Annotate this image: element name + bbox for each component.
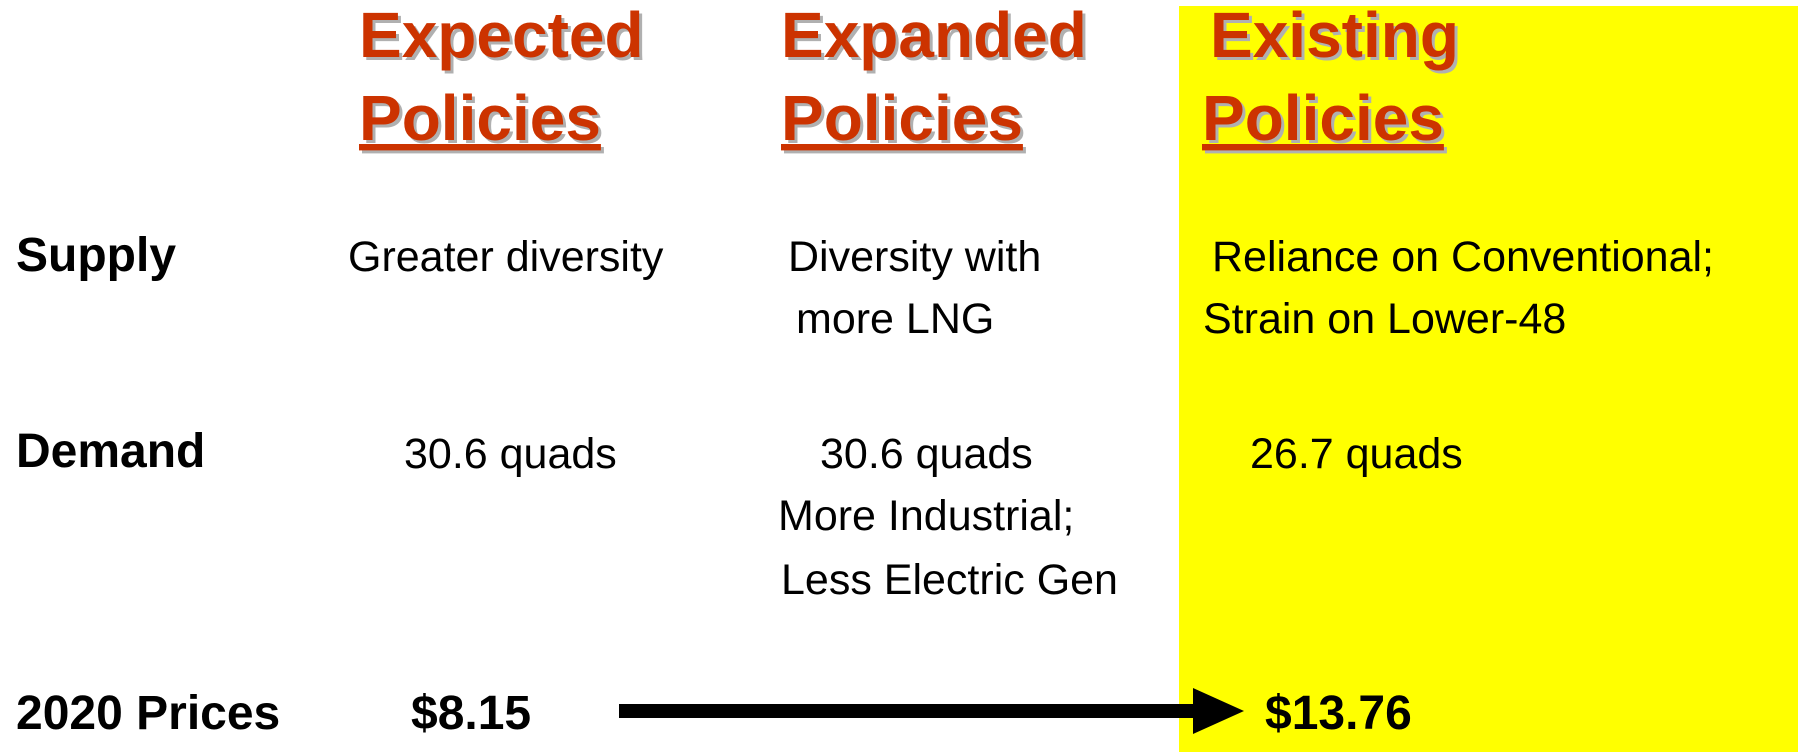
arrow-shaft <box>619 704 1197 718</box>
row-label: 2020 Prices <box>16 687 280 740</box>
cell-text: 30.6 quads <box>820 430 1033 478</box>
row-label: Supply <box>16 229 176 282</box>
header-shadow: Policies <box>1205 85 1447 157</box>
column-header: Expected <box>359 0 644 71</box>
cell-text: Greater diversity <box>348 233 664 281</box>
cell-text: Reliance on Conventional; <box>1212 233 1714 281</box>
price: $13.76 <box>1265 687 1412 740</box>
column-header: Existing <box>1210 0 1459 71</box>
highlight-column <box>1179 6 1798 752</box>
column-header: Policies <box>781 82 1023 154</box>
header-shadow: Policies <box>362 85 604 157</box>
supply-row: Supply Greater diversity Diversity with … <box>16 229 1714 343</box>
cell-text: more LNG <box>796 295 994 343</box>
header-shadow: Existing <box>1213 2 1462 74</box>
header-shadow: Policies <box>784 85 1026 157</box>
cell-text: Diversity with <box>788 233 1041 281</box>
cell-text: 30.6 quads <box>404 430 617 478</box>
column-header: Expanded <box>781 0 1087 71</box>
arrow-head <box>1193 688 1244 734</box>
cell-text: Strain on Lower-48 <box>1203 295 1566 343</box>
column-headers: Expected Expected Policies Policies Expa… <box>359 0 1462 157</box>
column-header: Policies <box>1202 82 1444 154</box>
prices-row: 2020 Prices $8.15 $13.76 <box>16 687 1412 740</box>
row-label: Demand <box>16 425 205 478</box>
header-shadow: Expected <box>362 2 647 74</box>
demand-row: Demand 30.6 quads 30.6 quads More Indust… <box>16 425 1463 604</box>
header-shadow: Expanded <box>784 2 1090 74</box>
cell-text: 26.7 quads <box>1250 430 1463 478</box>
price: $8.15 <box>411 687 531 740</box>
cell-text: Less Electric Gen <box>781 556 1118 604</box>
column-header: Policies <box>359 82 601 154</box>
cell-text: More Industrial; <box>778 492 1074 540</box>
